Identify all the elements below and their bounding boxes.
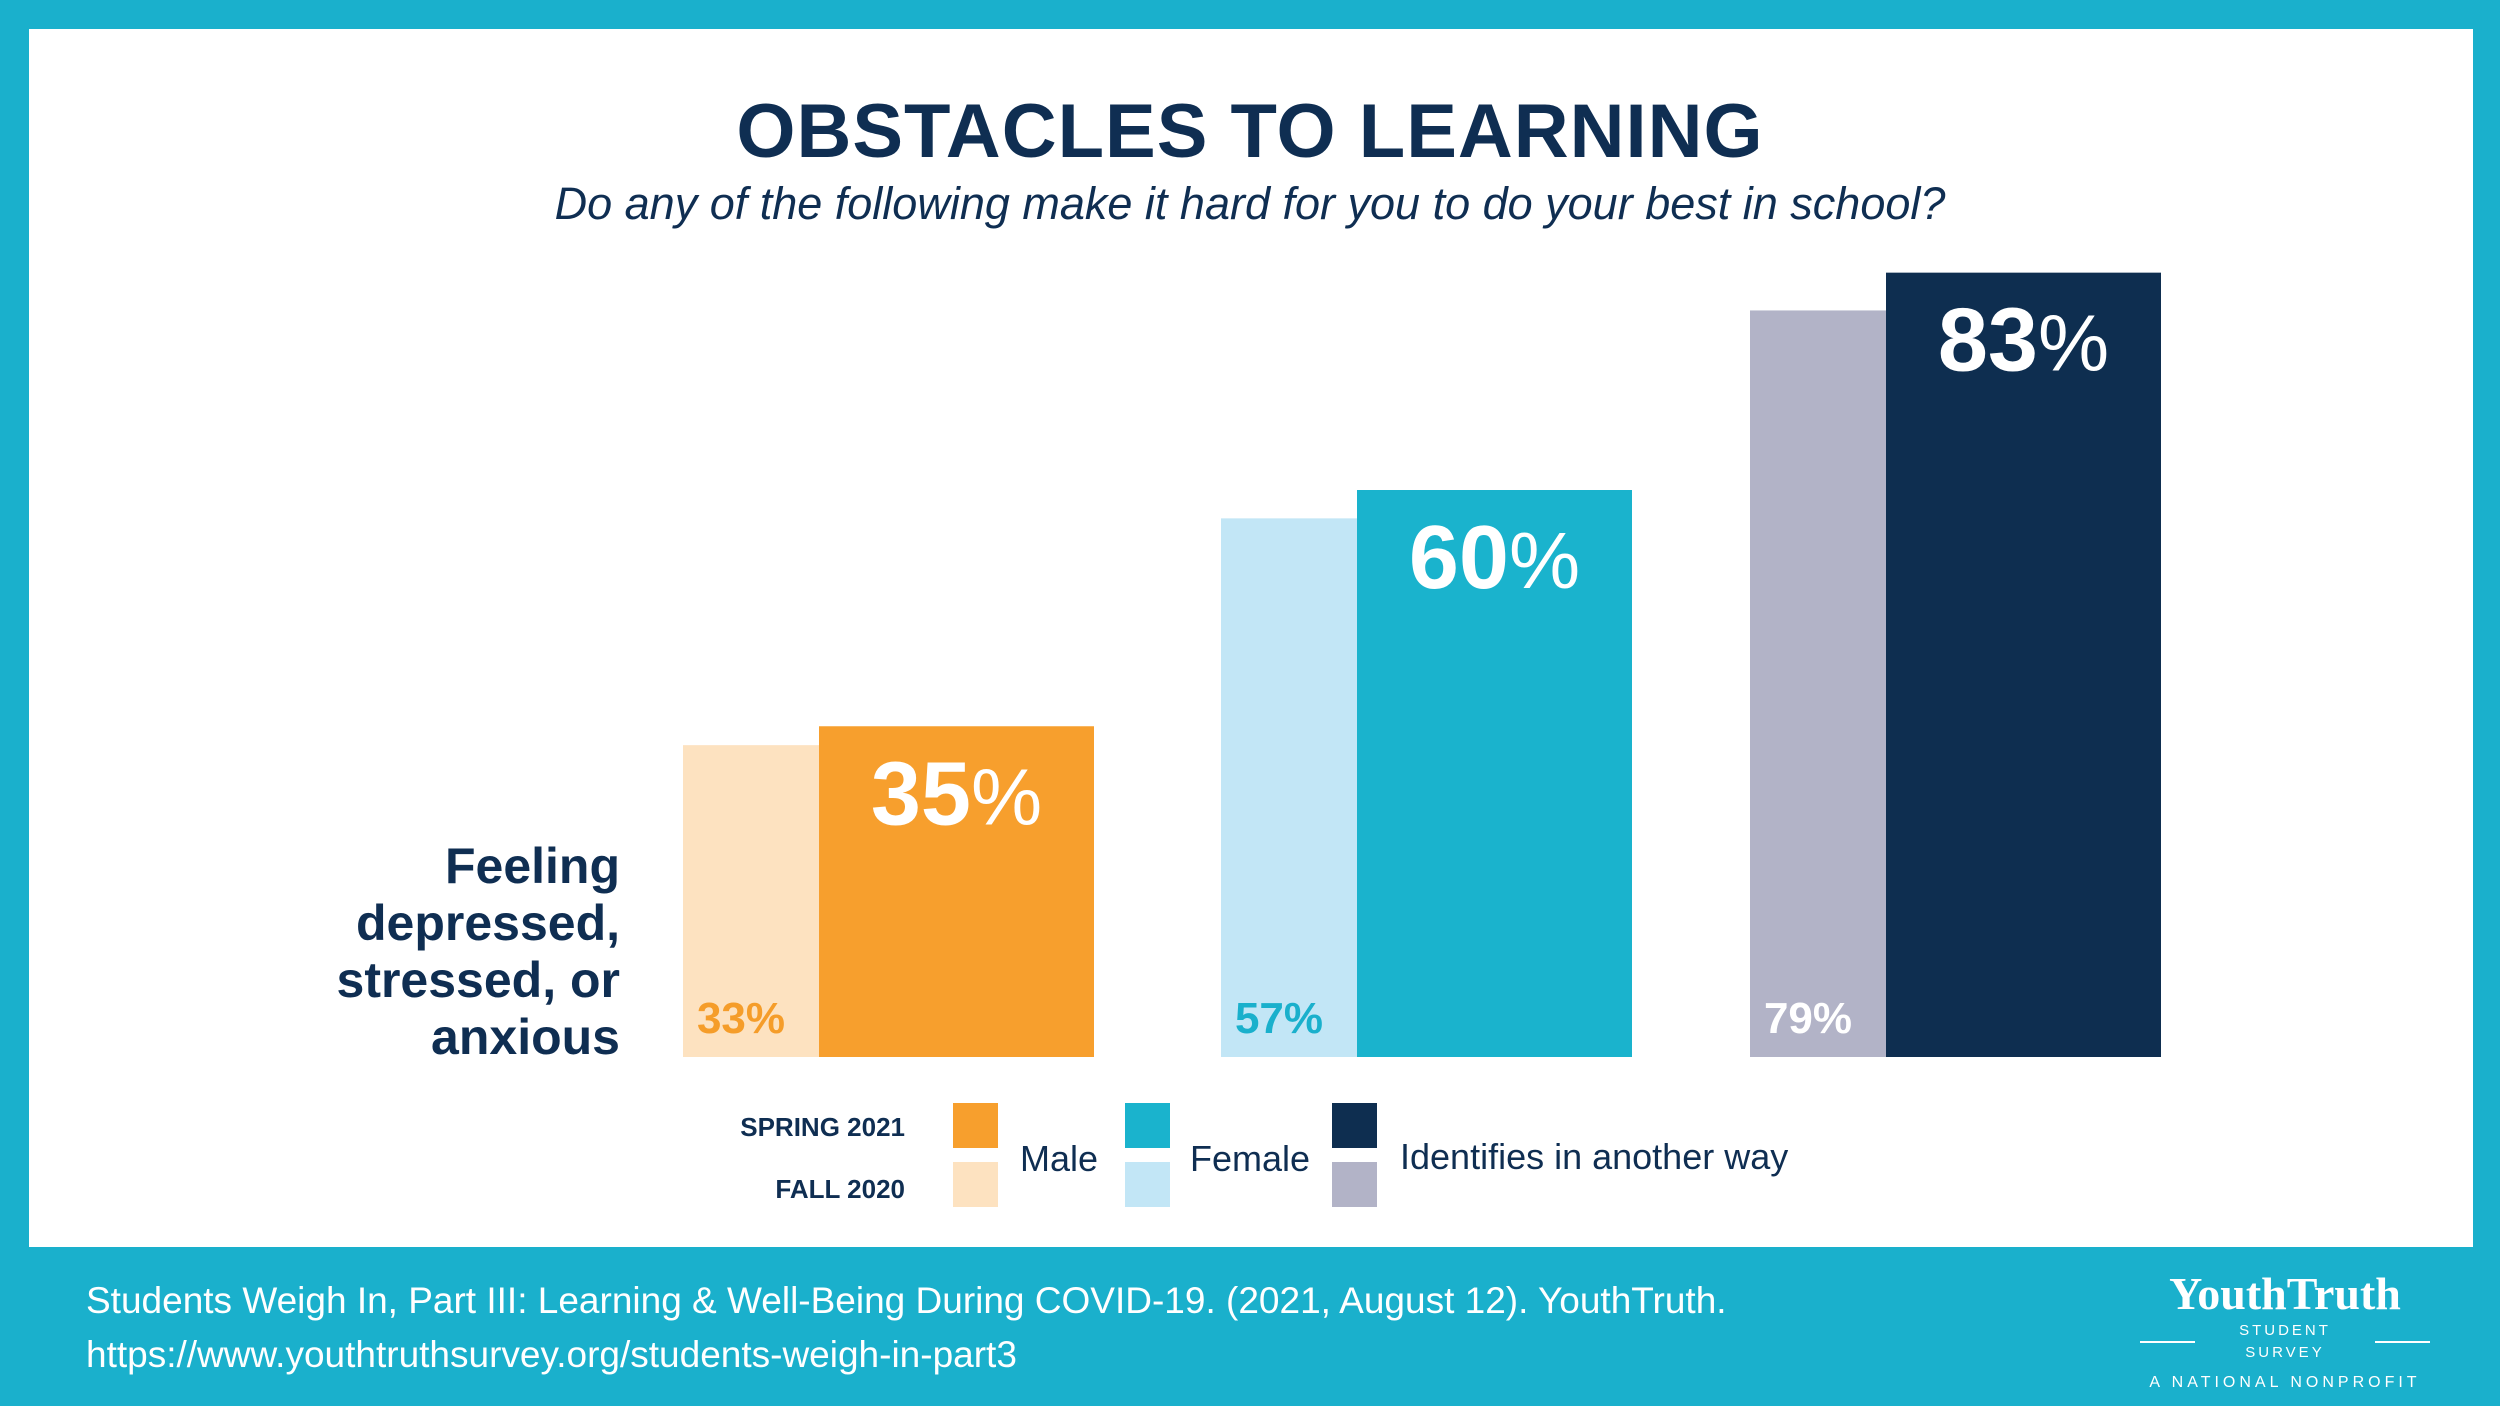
data-label-spring-2021-another-way: 83% [1938, 291, 2109, 391]
logo-rule-right [2374, 1341, 2430, 1343]
category-label: Feeling depressed, stressed, or anxious [300, 838, 620, 1066]
bar-fall-2020-female [1221, 518, 1359, 1057]
category-label-line: stressed, or [336, 952, 620, 1008]
data-label-spring-2021-male: 35% [871, 744, 1042, 844]
data-label-fall-2020-male: 33% [697, 994, 785, 1043]
legend-label-male: Male [1020, 1138, 1099, 1179]
legend-row-label-fall-2020: FALL 2020 [775, 1174, 905, 1204]
bar-fall-2020-male [683, 745, 821, 1057]
data-label-percent: % [971, 752, 1042, 841]
data-label-percent: % [1509, 516, 1580, 605]
bar-spring-2021-male [819, 726, 1094, 1057]
legend-label-another-way: Identifies in another way [1400, 1136, 1789, 1177]
bar-spring-2021-female [1357, 490, 1632, 1057]
logo-subtitle-row: STUDENT SURVEY [2140, 1320, 2430, 1364]
legend-swatch-female-spring [1125, 1103, 1170, 1148]
category-label-line: anxious [431, 1009, 620, 1065]
data-label-spring-2021-female: 60% [1409, 508, 1580, 608]
citation-line: Students Weigh In, Part III: Learning & … [86, 1280, 1727, 1321]
youthtruth-logo: YouthTruth STUDENT SURVEY A NATIONAL NON… [2140, 1268, 2430, 1392]
legend-swatch-another-way-fall [1332, 1162, 1377, 1207]
legend-row-label-spring-2021: SPRING 2021 [740, 1112, 905, 1142]
data-label-value: 60 [1409, 508, 1509, 608]
logo-tagline: A NATIONAL NONPROFIT [2149, 1374, 2421, 1391]
legend-swatch-male-spring [953, 1103, 998, 1148]
category-label-line: Feeling [444, 838, 620, 894]
data-label-fall-2020-another-way: 79% [1764, 994, 1852, 1043]
bar-fall-2020-another-way [1750, 310, 1888, 1057]
footer-citation: Students Weigh In, Part III: Learning & … [86, 1274, 1986, 1382]
logo-subtitle: STUDENT SURVEY [2239, 1322, 2331, 1361]
data-label-value: 83 [1938, 291, 2038, 391]
bar-spring-2021-another-way [1886, 272, 2161, 1057]
chart-subtitle: Do any of the following make it hard for… [554, 178, 1946, 229]
data-label-value: 35 [871, 744, 971, 844]
legend-swatch-male-fall [953, 1162, 998, 1207]
legend-label-female: Female [1190, 1138, 1311, 1179]
logo-wordmark: YouthTruth [2169, 1268, 2401, 1319]
logo-rule-left [2140, 1341, 2196, 1343]
legend-swatch-another-way-spring [1332, 1103, 1377, 1148]
data-label-percent: % [2038, 299, 2109, 388]
legend-swatch-female-fall [1125, 1162, 1170, 1207]
chart-title: OBSTACLES TO LEARNING [736, 89, 1764, 174]
citation-url[interactable]: https://www.youthtruthsurvey.org/student… [86, 1334, 1017, 1375]
data-label-fall-2020-female: 57% [1235, 994, 1323, 1043]
category-label-line: depressed, [355, 895, 620, 951]
